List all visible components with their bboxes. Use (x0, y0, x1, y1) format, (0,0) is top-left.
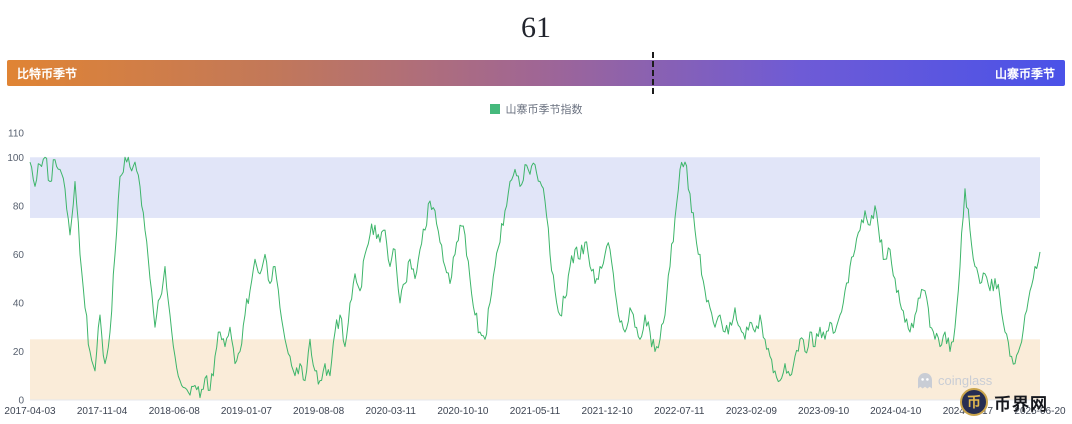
svg-text:2019-01-07: 2019-01-07 (221, 406, 273, 417)
altcoin-season-chart[interactable]: 0 20 40 60 80 100 110 2017-04-03 2017-11-04 2018-… (0, 120, 1072, 420)
svg-text:2020-10-10: 2020-10-10 (437, 406, 489, 417)
svg-text:2021-05-11: 2021-05-11 (510, 406, 561, 417)
svg-text:80: 80 (13, 201, 25, 212)
svg-text:2024-04-10: 2024-04-10 (870, 406, 922, 417)
svg-text:60: 60 (13, 250, 25, 261)
svg-text:2023-09-10: 2023-09-10 (798, 406, 850, 417)
bijie-brand-label: 币界网 (994, 394, 1048, 414)
current-value-marker-icon (652, 52, 655, 94)
svg-text:0: 0 (18, 396, 24, 407)
svg-text:2021-12-10: 2021-12-10 (582, 406, 634, 417)
svg-text:40: 40 (13, 298, 25, 309)
legend-label: 山寨币季节指数 (505, 104, 583, 116)
x-axis-labels: 2017-04-03 2017-11-04 2018-06-08 2019-01-07… (4, 406, 1066, 417)
bijie-logo-icon: 币 (960, 388, 988, 416)
chart-legend-item[interactable]: 山寨币季节指数 (0, 102, 1072, 116)
coinglass-watermark: coinglass (918, 373, 993, 389)
legend-swatch-icon (489, 104, 500, 114)
coinglass-watermark-label: coinglass (938, 373, 993, 388)
bijie-brand: 币 币界网 (960, 388, 1048, 416)
svg-text:2025-06-20: 2025-06-20 (1014, 406, 1066, 417)
bitcoin-season-label: 比特币季节 (17, 66, 78, 81)
svg-text:20: 20 (13, 347, 25, 358)
svg-text:2017-04-03: 2017-04-03 (4, 406, 56, 417)
svg-text:2019-08-08: 2019-08-08 (293, 406, 345, 417)
svg-text:2022-07-11: 2022-07-11 (654, 406, 705, 417)
svg-text:100: 100 (7, 153, 24, 164)
current-index-value: 61 (521, 11, 551, 44)
season-bar-gradient: 比特币季节 山寨币季节 (7, 60, 1065, 86)
svg-text:2017-11-04: 2017-11-04 (77, 406, 128, 417)
y-axis-labels: 0 20 40 60 80 100 110 (7, 129, 24, 407)
svg-text:2020-03-11: 2020-03-11 (365, 406, 416, 417)
season-gradient-bar: 比特币季节 山寨币季节 (7, 52, 1065, 94)
ghost-icon (918, 373, 932, 389)
svg-text:2023-02-09: 2023-02-09 (726, 406, 778, 417)
altcoin-season-label: 山寨币季节 (994, 66, 1055, 81)
svg-text:2018-06-08: 2018-06-08 (149, 406, 201, 417)
altcoin-season-zone (30, 157, 1040, 218)
bitcoin-season-zone (30, 339, 1040, 400)
svg-text:110: 110 (8, 129, 24, 140)
index-line-series (29, 156, 1041, 399)
